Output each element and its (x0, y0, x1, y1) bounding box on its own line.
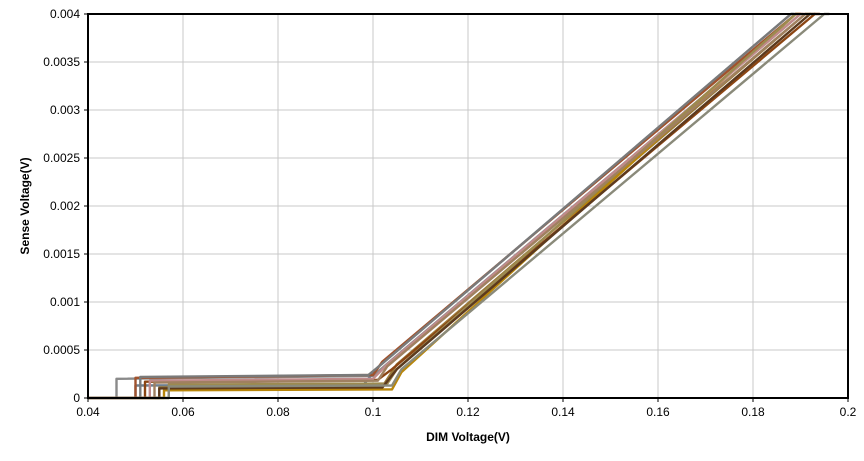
x-axis-ticks: 0.04 0.06 0.08 0.1 0.12 0.14 0.16 0.18 0.2 (76, 398, 857, 419)
x-tick-label: 0.1 (365, 405, 382, 419)
y-axis-title: Sense Voltage(V) (18, 157, 32, 254)
x-tick-label: 0.18 (741, 405, 765, 419)
y-tick-label: 0.0025 (43, 151, 80, 165)
y-tick-label: 0.0015 (43, 247, 80, 261)
x-tick-label: 0.08 (266, 405, 290, 419)
y-tick-label: 0.003 (50, 103, 80, 117)
x-tick-label: 0.14 (551, 405, 575, 419)
x-axis-title: DIM Voltage(V) (426, 430, 510, 444)
y-tick-label: 0.0005 (43, 343, 80, 357)
x-tick-label: 0.04 (76, 405, 100, 419)
y-tick-label: 0.002 (50, 199, 80, 213)
x-tick-label: 0.06 (171, 405, 195, 419)
y-tick-label: 0.001 (50, 295, 80, 309)
y-tick-label: 0.0035 (43, 55, 80, 69)
y-tick-label: 0.004 (50, 7, 80, 21)
x-tick-label: 0.2 (840, 405, 857, 419)
x-tick-label: 0.12 (456, 405, 480, 419)
x-tick-label: 0.16 (646, 405, 670, 419)
y-tick-label: 0 (73, 391, 80, 405)
y-axis-ticks: 0 0.0005 0.001 0.0015 0.002 0.0025 0.003 0.0035… (43, 7, 88, 405)
